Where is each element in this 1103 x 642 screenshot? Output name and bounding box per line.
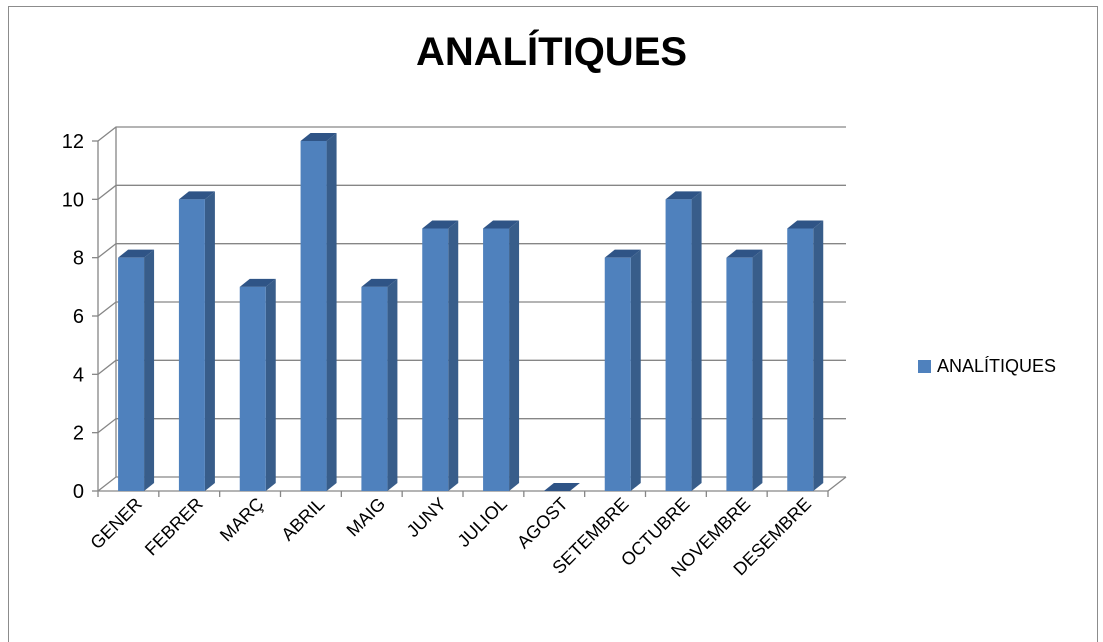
y-tick-label: 4: [73, 364, 84, 386]
y-tick-label: 2: [73, 423, 84, 445]
x-tick-label: JUNY: [403, 494, 450, 541]
bar: [118, 249, 155, 491]
bar-top: [483, 220, 520, 229]
y-tick-label: 12: [62, 131, 84, 153]
bar: [300, 133, 337, 491]
bar-front: [422, 228, 449, 491]
bar-top: [726, 249, 763, 258]
bar-front: [483, 228, 510, 491]
bar-side: [204, 191, 215, 492]
bar-top: [604, 249, 641, 258]
bar-top: [361, 278, 398, 287]
bar-side: [509, 220, 520, 491]
bar-front: [604, 257, 631, 491]
bar-front: [178, 199, 205, 492]
bar-top: [665, 191, 702, 200]
bar-front: [787, 228, 814, 491]
bar-top: [178, 191, 215, 200]
bar-side: [265, 278, 276, 491]
axes: [92, 127, 847, 497]
bar-front: [361, 286, 388, 491]
bar: [604, 249, 641, 491]
bar-side: [326, 133, 337, 491]
bar: [787, 220, 824, 491]
legend-label: ANALÍTIQUES: [937, 356, 1057, 376]
bar-side: [144, 249, 155, 491]
legend-swatch: [918, 360, 931, 373]
bar-side: [691, 191, 702, 492]
x-tick-label: ABRIL: [277, 494, 328, 545]
bar: [422, 220, 459, 491]
floor-edge: [827, 476, 847, 492]
chart-title: ANALÍTIQUES: [415, 30, 688, 74]
bar-top: [787, 220, 824, 229]
bar-front: [726, 257, 753, 491]
legend: ANALÍTIQUES: [918, 356, 1056, 377]
bar-side: [752, 249, 763, 491]
bar-side: [630, 249, 641, 491]
bar: [726, 249, 763, 491]
bar-side: [813, 220, 824, 491]
bar: [543, 483, 580, 491]
bar-top: [118, 249, 155, 258]
y-tick-label: 8: [73, 248, 84, 270]
bar: [483, 220, 520, 491]
x-tick-label: AGOST: [513, 494, 572, 553]
y-tick-label: 6: [73, 306, 84, 328]
bar-front: [239, 286, 266, 491]
x-tick-label: FEBRER: [141, 494, 207, 560]
bar-front: [300, 141, 327, 491]
bar: [361, 278, 398, 491]
y-tick-labels: 0 2 4 6 8 10 12: [62, 131, 84, 503]
bar: [178, 191, 215, 492]
bar-top: [300, 133, 337, 141]
bar-top: [543, 483, 580, 491]
bar: [239, 278, 276, 491]
bar-front: [665, 199, 692, 492]
bar-front: [118, 257, 145, 491]
x-tick-label: MAIG: [343, 494, 390, 541]
x-tick-label: GENER: [86, 494, 145, 553]
bar-side: [387, 278, 398, 491]
y-tick-label: 10: [62, 189, 84, 211]
y-tick-label: 0: [73, 481, 84, 503]
bar-side: [448, 220, 459, 491]
x-tick-label: JULIOL: [454, 494, 511, 551]
bar: [665, 191, 702, 492]
bar-top: [422, 220, 459, 229]
gridline: [97, 126, 846, 142]
x-tick-label: MARÇ: [216, 494, 268, 546]
bar-top: [239, 278, 276, 287]
bars: [118, 133, 824, 492]
